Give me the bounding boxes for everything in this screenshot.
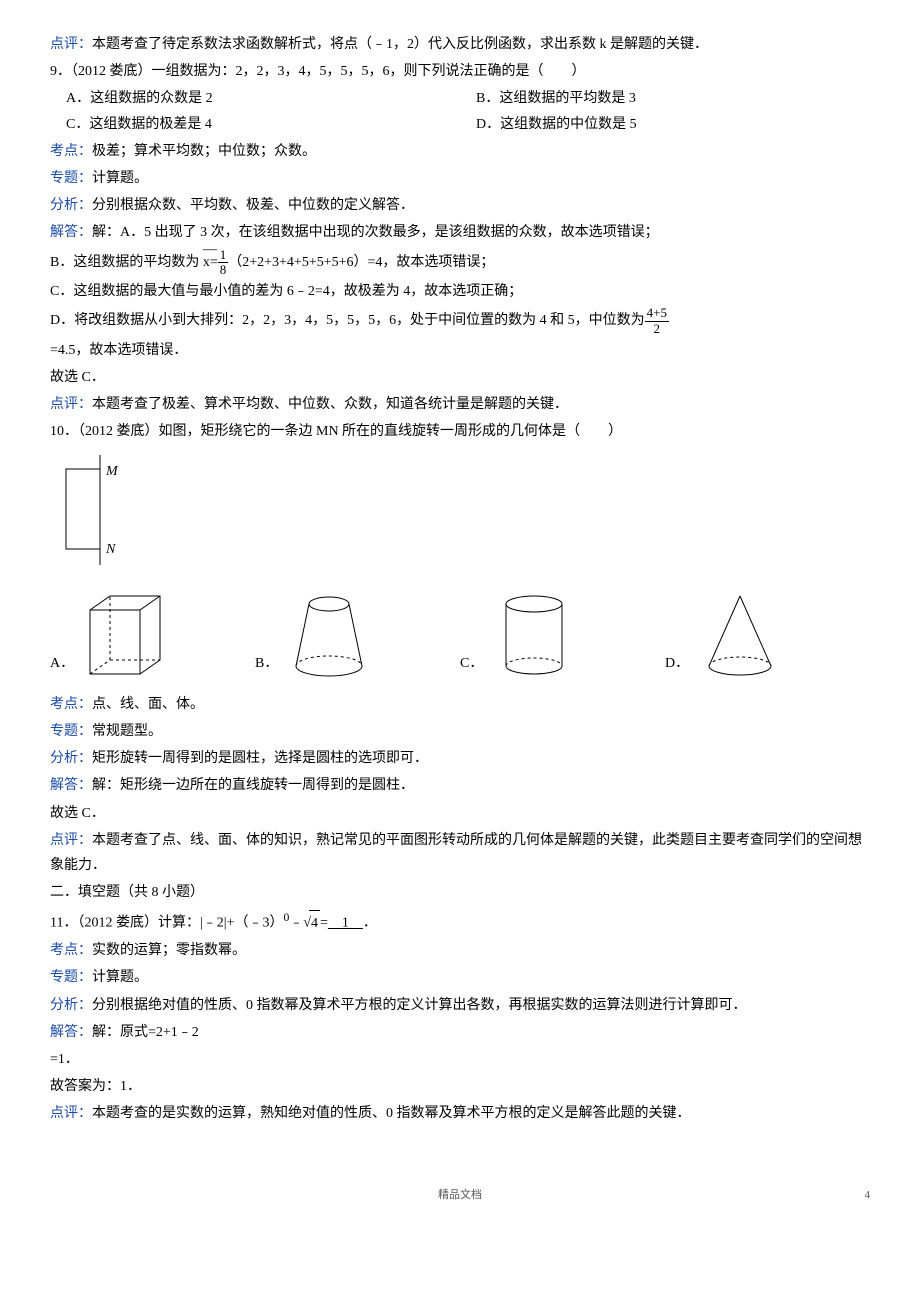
fraction-4p5-2: 4+52	[645, 306, 669, 336]
label-jieda: 解答：	[50, 1025, 92, 1040]
sqrt-arg: 4	[309, 910, 320, 936]
page-footer: 精品文档 4	[50, 1186, 870, 1206]
q9-dianping: 点评：本题考查了极差、算术平均数、中位数、众数，知道各统计量是解题的关键．	[50, 392, 870, 417]
label-jieda: 解答：	[50, 225, 92, 240]
q9-options: A．这组数据的众数是 2 B．这组数据的平均数是 3 C．这组数据的极差是 4 …	[50, 86, 870, 136]
q9-guxuan: 故选 C．	[50, 365, 870, 390]
label-dianping: 点评：	[50, 1106, 92, 1121]
frustum-icon	[284, 590, 374, 680]
q9-jieda-d-end: =4.5，故本选项错误．	[50, 338, 870, 363]
cone-icon	[695, 590, 785, 680]
q11-dianping: 点评：本题考查的是实数的运算，熟知绝对值的性质、0 指数幂及算术平方根的定义是解…	[50, 1101, 870, 1126]
q10-opt-b: B．	[255, 590, 460, 680]
label-fenxi: 分析：	[50, 751, 92, 766]
fraction-1-8: 18	[218, 248, 229, 278]
label-fenxi: 分析：	[50, 198, 92, 213]
prev-review-text: 本题考查了待定系数法求函数解析式，将点（﹣1，2）代入反比例函数，求出系数 k …	[92, 37, 708, 52]
page-number: 4	[865, 1186, 871, 1206]
footer-text: 精品文档	[438, 1189, 482, 1201]
q10-kaodian: 考点：点、线、面、体。	[50, 692, 870, 717]
q11-kaodian: 考点：实数的运算；零指数幂。	[50, 938, 870, 963]
cuboid-icon	[80, 590, 170, 680]
q10-guxuan: 故选 C．	[50, 801, 870, 826]
label-N: N	[105, 542, 116, 557]
label-fenxi: 分析：	[50, 998, 92, 1013]
q10-fenxi: 分析：矩形旋转一周得到的是圆柱，选择是圆柱的选项即可．	[50, 746, 870, 771]
q11-jieda: 解答：解：原式=2+1﹣2	[50, 1020, 870, 1045]
q10-zhuanti: 专题：常规题型。	[50, 719, 870, 744]
q11-answer: 1	[328, 916, 363, 931]
q9-jieda-d: D．将改组数据从小到大排列：2，2，3，4，5，5，5，6，处于中间位置的数为 …	[50, 306, 870, 336]
section-2-heading: 二．填空题（共 8 小题）	[50, 880, 870, 905]
q11-stem: 11．（2012 娄底）计算：|﹣2|+（﹣3）0﹣√4= 1 ．	[50, 907, 870, 936]
label-dianping: 点评：	[50, 37, 92, 52]
q9-jieda-b: B．这组数据的平均数为 x=18（2+2+3+4+5+5+5+6）=4，故本选项…	[50, 248, 870, 278]
q9-opt-c: C．这组数据的极差是 4	[50, 112, 460, 137]
q10-opt-d: D．	[665, 590, 870, 680]
q9-stem: 9．（2012 娄底）一组数据为：2，2，3，4，5，5，5，6，则下列说法正确…	[50, 59, 870, 84]
x-bar-symbol: x	[203, 250, 210, 275]
label-dianping: 点评：	[50, 833, 92, 848]
label-M: M	[105, 464, 119, 479]
label-jieda: 解答：	[50, 778, 92, 793]
q9-opt-d: D．这组数据的中位数是 5	[460, 112, 870, 137]
q9-jieda-c: C．这组数据的最大值与最小值的差为 6﹣2=4，故极差为 4，故本选项正确；	[50, 279, 870, 304]
label-kaodian: 考点：	[50, 144, 92, 159]
q11-gudaan: 故答案为：1．	[50, 1074, 870, 1099]
q11-fenxi: 分析：分别根据绝对值的性质、0 指数幂及算术平方根的定义计算出各数，再根据实数的…	[50, 993, 870, 1018]
q9-jieda-a: 解答：解：A．5 出现了 3 次，在该组数据中出现的次数最多，是该组数据的众数，…	[50, 220, 870, 245]
q10-opt-a: A．	[50, 590, 255, 680]
prev-review: 点评：本题考查了待定系数法求函数解析式，将点（﹣1，2）代入反比例函数，求出系数…	[50, 32, 870, 57]
label-kaodian: 考点：	[50, 943, 92, 958]
q11-zhuanti: 专题：计算题。	[50, 965, 870, 990]
label-dianping: 点评：	[50, 397, 92, 412]
q9-opt-b: B．这组数据的平均数是 3	[460, 86, 870, 111]
q10-dianping: 点评：本题考查了点、线、面、体的知识，熟记常见的平面图形转动所成的几何体是解题的…	[50, 828, 870, 878]
q10-options-shapes: A． B． C． D．	[50, 590, 870, 680]
q9-kaodian: 考点：极差；算术平均数；中位数；众数。	[50, 139, 870, 164]
q10-stem: 10．（2012 娄底）如图，矩形绕它的一条边 MN 所在的直线旋转一周形成的几…	[50, 419, 870, 444]
q10-jieda: 解答：解：矩形绕一边所在的直线旋转一周得到的是圆柱．	[50, 773, 870, 798]
q9-fenxi: 分析：分别根据众数、平均数、极差、中位数的定义解答．	[50, 193, 870, 218]
q11-jieda-2: =1．	[50, 1047, 870, 1072]
q10-opt-c: C．	[460, 590, 665, 680]
q9-zhuanti: 专题：计算题。	[50, 166, 870, 191]
label-zhuanti: 专题：	[50, 970, 92, 985]
cylinder-icon	[489, 590, 579, 680]
q9-opt-a: A．这组数据的众数是 2	[50, 86, 460, 111]
q10-figure-rect-mn: M N	[60, 455, 870, 574]
label-zhuanti: 专题：	[50, 171, 92, 186]
label-kaodian: 考点：	[50, 697, 92, 712]
label-zhuanti: 专题：	[50, 724, 92, 739]
